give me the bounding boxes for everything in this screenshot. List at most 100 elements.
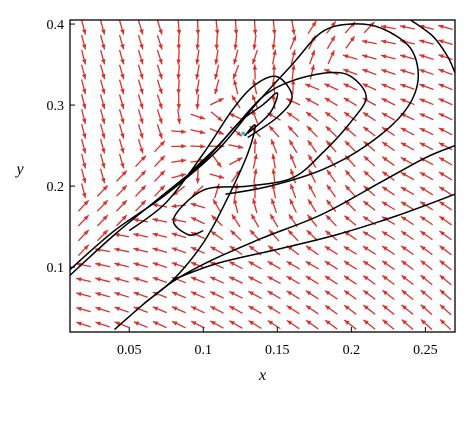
vector-arrow (270, 198, 278, 214)
vector-arrow (324, 304, 338, 315)
vector-arrow (287, 125, 299, 138)
vector-arrow (381, 216, 396, 226)
vector-arrow (308, 183, 317, 198)
vector-arrow (286, 97, 301, 106)
vector-arrow (209, 173, 225, 179)
vector-arrow (232, 64, 240, 80)
vector-arrow (154, 155, 166, 168)
vector-arrow (152, 320, 167, 329)
vector-arrow (400, 98, 415, 106)
vector-arrow (211, 154, 222, 168)
vector-arrow (324, 97, 338, 107)
vector-arrow (326, 184, 337, 198)
vector-arrow (343, 260, 357, 270)
vector-arrow (438, 127, 453, 136)
vector-arrow (305, 319, 319, 330)
y-axis-ticks: 0.1 0.2 0.3 0.4 (47, 18, 75, 276)
y-tick-label: 0.2 (47, 180, 65, 195)
vector-arrow (305, 260, 319, 270)
vector-arrow (438, 215, 452, 226)
vector-arrow (344, 215, 357, 226)
vector-arrow (118, 64, 125, 80)
vector-arrow (380, 54, 396, 60)
vector-arrow (210, 230, 224, 241)
vector-arrow (363, 155, 376, 167)
vector-arrow (380, 39, 396, 45)
vector-arrow (362, 260, 376, 270)
vector-arrow (135, 199, 147, 212)
vector-arrow (81, 153, 87, 169)
vector-arrow (324, 260, 338, 270)
vector-arrow (400, 260, 414, 271)
vector-arrow (343, 275, 357, 285)
vector-arrow (135, 184, 147, 197)
vector-arrow (114, 262, 130, 268)
vector-arrow (176, 34, 182, 50)
vector-arrow (95, 277, 111, 283)
vector-arrow (114, 321, 129, 328)
vector-arrow (190, 261, 206, 269)
vector-arrow (233, 183, 239, 199)
vector-arrow (118, 124, 125, 139)
vector-arrow (362, 275, 376, 285)
vector-arrow (133, 321, 148, 329)
vector-arrow (272, 49, 277, 65)
vector-arrow (419, 230, 433, 241)
vector-arrow (438, 142, 453, 151)
vector-arrow (252, 79, 258, 95)
vector-arrow (176, 49, 181, 65)
vector-arrow (252, 20, 258, 35)
vector-arrow (381, 201, 396, 211)
vector-arrow (252, 198, 258, 214)
x-axis-ticks: 0.05 0.1 0.15 0.2 0.25 (117, 327, 438, 358)
vector-arrow (267, 290, 281, 300)
vector-arrow (251, 94, 259, 109)
vector-arrow (195, 49, 200, 65)
vector-arrow (363, 140, 376, 152)
vector-arrow (382, 304, 395, 315)
vector-arrow (171, 291, 186, 299)
vector-arrow (195, 79, 200, 95)
vector-arrow (99, 20, 106, 35)
vector-arrow (419, 142, 434, 151)
vector-arrow (306, 125, 318, 138)
x-axis-label: x (258, 367, 266, 384)
vector-arrow (252, 64, 258, 80)
vector-arrow (362, 83, 377, 91)
vector-arrow (324, 245, 338, 255)
vector-arrow (133, 217, 149, 223)
vector-arrow (252, 34, 257, 50)
vector-arrow (190, 113, 206, 120)
vector-arrow (401, 304, 414, 316)
vector-arrow (380, 69, 396, 75)
vector-arrow (252, 138, 258, 154)
vector-arrow (286, 275, 300, 285)
vector-arrow (190, 144, 206, 149)
vector-arrow (228, 112, 244, 121)
vector-arrow (99, 153, 106, 169)
vector-arrow (114, 306, 129, 313)
vector-arrow (96, 229, 109, 242)
equilibrium-point (241, 131, 246, 136)
vector-arrow (228, 276, 243, 284)
vector-arrow (272, 20, 277, 35)
vector-arrow (99, 64, 106, 80)
vector-arrow (382, 289, 395, 300)
vector-arrow (324, 275, 338, 285)
vector-arrow (81, 64, 87, 80)
vector-arrow (195, 64, 200, 80)
vector-arrow (289, 198, 297, 213)
vector-arrow (251, 49, 258, 65)
vector-arrow (77, 214, 90, 227)
vector-arrow (135, 155, 147, 168)
vector-arrow (137, 20, 144, 35)
vector-arrow (156, 20, 163, 35)
vector-arrow (137, 64, 144, 80)
vector-arrow (267, 319, 281, 330)
vector-arrow (267, 305, 281, 315)
vector-arrow (291, 64, 296, 80)
vector-arrow (156, 109, 163, 124)
vector-arrow (343, 245, 357, 255)
vector-arrow (419, 215, 434, 226)
vector-arrow (271, 34, 276, 50)
